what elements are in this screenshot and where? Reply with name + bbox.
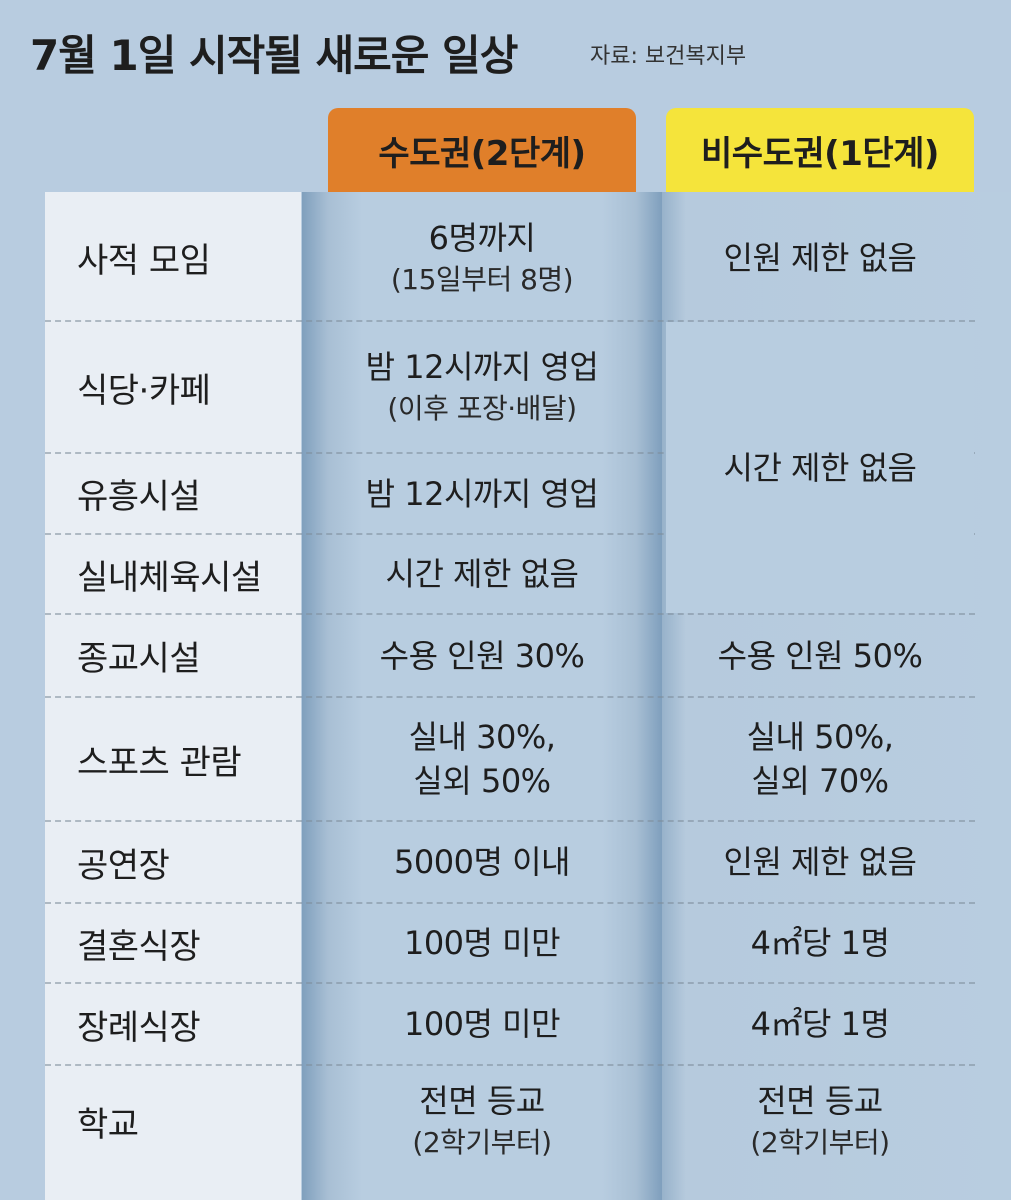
row-label: 유흥시설 [77, 477, 201, 517]
row-label: 종교시설 [77, 639, 201, 679]
row-divider [45, 533, 975, 535]
nonmetro-cell: 실내 50%, 실외 70% [666, 698, 974, 820]
nonmetro-cell: 인원 제한 없음 [666, 195, 974, 320]
metro-value-line2: 실외 50% [413, 762, 551, 800]
metro-note: (이후 포장·배달) [387, 392, 577, 425]
nonmetro-cell: 전면 등교 (2학기부터) [666, 1066, 974, 1176]
nonmetro-value: 실내 50%, [746, 718, 894, 756]
row-divider [45, 820, 975, 822]
metro-cell: 밤 12시까지 영업 [328, 454, 636, 533]
row-label: 학교 [77, 1104, 139, 1145]
row-label: 실내체육시설 [77, 557, 262, 598]
nonmetro-cell: 수용 인원 50% [666, 615, 974, 696]
nonmetro-column-header: 비수도권(1단계) [666, 108, 974, 192]
row-label: 사적 모임 [77, 241, 211, 281]
row-divider [45, 452, 975, 454]
row-label: 식당·카페 [77, 370, 211, 411]
metro-value: 시간 제한 없음 [385, 555, 579, 593]
metro-cell: 수용 인원 30% [328, 615, 636, 696]
nonmetro-value: 전면 등교 [757, 1082, 883, 1120]
metro-value: 5000명 이내 [394, 843, 570, 881]
source-note: 자료: 보건복지부 [590, 44, 747, 69]
row-divider [45, 982, 975, 984]
metro-note: (15일부터 8명) [390, 262, 574, 296]
metro-value: 100명 미만 [403, 924, 561, 962]
metro-cell: 시간 제한 없음 [328, 535, 636, 613]
row-divider [45, 1064, 975, 1066]
metro-cell: 전면 등교 (2학기부터) [328, 1066, 636, 1176]
row-label: 결혼식장 [77, 926, 201, 967]
row-divider [45, 696, 975, 698]
metro-value: 실내 30%, [408, 718, 556, 756]
metro-cell: 100명 미만 [328, 984, 636, 1064]
row-label: 장례식장 [77, 1007, 201, 1048]
row-divider [45, 320, 975, 322]
nonmetro-cell: 4㎡당 1명 [666, 984, 974, 1064]
nonmetro-note: (2학기부터) [750, 1126, 890, 1159]
metro-value: 수용 인원 30% [379, 636, 585, 675]
metro-cell: 100명 미만 [328, 904, 636, 982]
nonmetro-value: 시간 제한 없음 [723, 448, 917, 487]
metro-note: (2학기부터) [412, 1126, 552, 1159]
metro-value: 밤 12시까지 영업 [365, 474, 599, 513]
metro-cell: 6명까지 (15일부터 8명) [328, 195, 636, 320]
metro-cell: 실내 30%, 실외 50% [328, 698, 636, 820]
metro-value: 6명까지 [428, 218, 536, 257]
nonmetro-value: 수용 인원 50% [717, 636, 923, 675]
header: 7월 1일 시작될 새로운 일상 자료: 보건복지부 [0, 0, 1011, 100]
metro-column-header: 수도권(2단계) [328, 108, 636, 192]
row-label: 스포츠 관람 [77, 742, 242, 783]
row-divider [45, 902, 975, 904]
nonmetro-value: 인원 제한 없음 [723, 238, 917, 277]
metro-cell: 5000명 이내 [328, 822, 636, 902]
metro-value: 밤 12시까지 영업 [365, 348, 599, 386]
nonmetro-value: 인원 제한 없음 [723, 843, 917, 881]
row-label: 공연장 [77, 845, 170, 886]
nonmetro-value: 4㎡당 1명 [750, 1005, 890, 1043]
metro-value: 100명 미만 [403, 1005, 561, 1043]
metro-cell: 밤 12시까지 영업 (이후 포장·배달) [328, 322, 636, 452]
nonmetro-value-line2: 실외 70% [751, 762, 889, 800]
nonmetro-cell: 4㎡당 1명 [666, 904, 974, 982]
row-divider [45, 613, 975, 615]
nonmetro-merged-cell: 시간 제한 없음 [666, 322, 974, 613]
page-title: 7월 1일 시작될 새로운 일상 [30, 31, 518, 80]
nonmetro-value: 4㎡당 1명 [750, 924, 890, 962]
metro-value: 전면 등교 [419, 1082, 545, 1120]
nonmetro-cell: 인원 제한 없음 [666, 822, 974, 902]
